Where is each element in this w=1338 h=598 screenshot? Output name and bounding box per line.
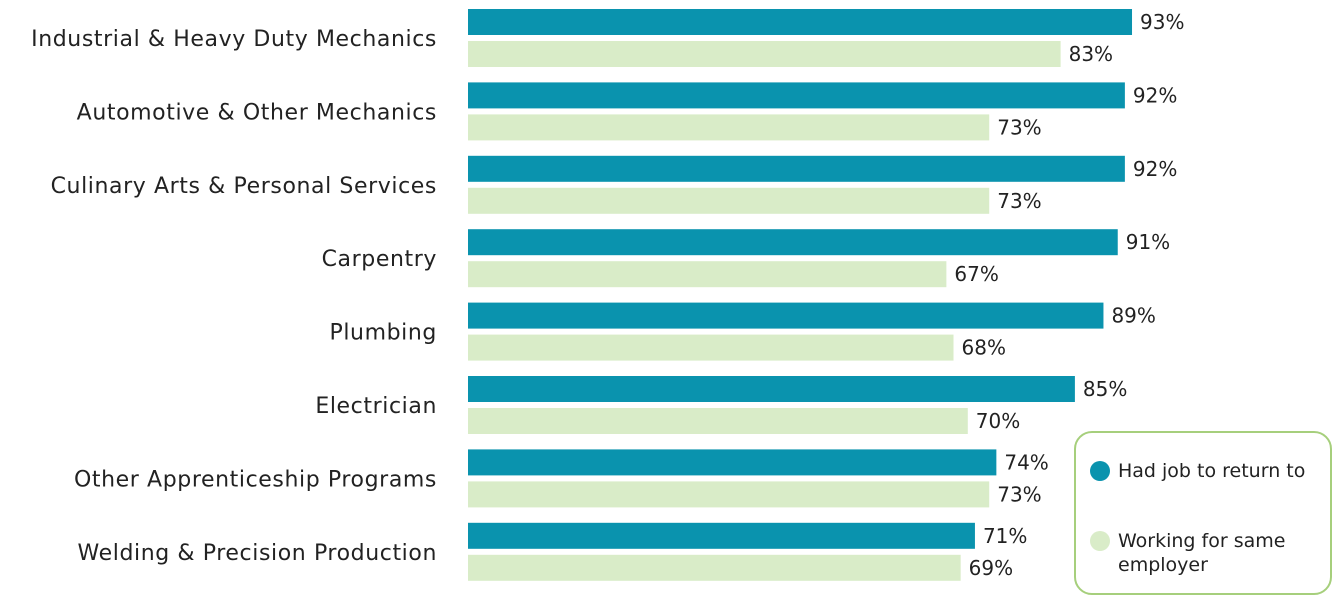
value-label-working-for-same-employer-automotive-and-other-mechanics: 73%: [997, 115, 1041, 139]
category-label-automotive-and-other-mechanics: Automotive & Other Mechanics: [77, 100, 437, 125]
category-label-plumbing: Plumbing: [329, 321, 437, 346]
bar-working-for-same-employer-plumbing: [468, 334, 954, 361]
bar-working-for-same-employer-industrial-and-heavy-duty-mechanics: [468, 41, 1061, 67]
bar-had-job-to-return-to-electrician: [468, 376, 1075, 402]
value-label-had-job-to-return-to-automotive-and-other-mechanics: 92%: [1133, 83, 1177, 107]
bar-had-job-to-return-to-culinary-arts-and-personal-services: [468, 155, 1125, 182]
value-label-had-job-to-return-to-carpentry: 91%: [1126, 230, 1170, 254]
bar-had-job-to-return-to-industrial-and-heavy-duty-mechanics: [468, 9, 1133, 35]
value-label-working-for-same-employer-electrician: 70%: [976, 409, 1020, 433]
value-label-had-job-to-return-to-culinary-arts-and-personal-services: 92%: [1133, 157, 1177, 181]
value-label-working-for-same-employer-plumbing: 68%: [962, 336, 1006, 360]
category-label-culinary-arts-and-personal-services: Culinary Arts & Personal Services: [51, 174, 437, 199]
bar-had-job-to-return-to-welding-and-precision-production: [468, 522, 975, 549]
bar-working-for-same-employer-other-apprenticeship-programs: [468, 481, 990, 508]
legend-label-had-job: Had job to return to: [1118, 460, 1306, 482]
value-label-had-job-to-return-to-industrial-and-heavy-duty-mechanics: 93%: [1140, 10, 1184, 34]
value-label-working-for-same-employer-culinary-arts-and-personal-services: 73%: [997, 189, 1041, 213]
bar-working-for-same-employer-electrician: [468, 408, 968, 434]
bar-working-for-same-employer-automotive-and-other-mechanics: [468, 114, 990, 141]
value-label-had-job-to-return-to-welding-and-precision-production: 71%: [983, 524, 1027, 548]
category-label-electrician: Electrician: [315, 394, 437, 419]
bar-working-for-same-employer-welding-and-precision-production: [468, 554, 961, 581]
value-label-had-job-to-return-to-electrician: 85%: [1083, 377, 1127, 401]
value-label-working-for-same-employer-welding-and-precision-production: 69%: [969, 556, 1013, 580]
category-label-carpentry: Carpentry: [322, 247, 437, 272]
value-label-had-job-to-return-to-plumbing: 89%: [1111, 304, 1155, 328]
value-label-had-job-to-return-to-other-apprenticeship-programs: 74%: [1004, 450, 1048, 474]
legend-label-same-employer: Working for same employer: [1118, 530, 1286, 576]
legend: Had job to return to Working for same em…: [1074, 431, 1332, 595]
category-label-other-apprenticeship-programs: Other Apprenticeship Programs: [74, 467, 437, 492]
legend-item-had-job: Had job to return to: [1090, 459, 1318, 483]
legend-item-same-employer: Working for same employer: [1090, 529, 1318, 577]
legend-swatch-same-employer: [1090, 531, 1110, 551]
category-label-welding-and-precision-production: Welding & Precision Production: [78, 541, 437, 566]
bar-had-job-to-return-to-automotive-and-other-mechanics: [468, 82, 1125, 109]
bar-working-for-same-employer-carpentry: [468, 261, 947, 288]
value-label-working-for-same-employer-other-apprenticeship-programs: 73%: [997, 482, 1041, 506]
category-label-industrial-and-heavy-duty-mechanics: Industrial & Heavy Duty Mechanics: [31, 27, 437, 52]
bar-had-job-to-return-to-other-apprenticeship-programs: [468, 449, 997, 476]
bar-had-job-to-return-to-carpentry: [468, 229, 1118, 256]
value-label-working-for-same-employer-industrial-and-heavy-duty-mechanics: 83%: [1069, 42, 1113, 66]
value-label-working-for-same-employer-carpentry: 67%: [954, 262, 998, 286]
bar-working-for-same-employer-culinary-arts-and-personal-services: [468, 187, 990, 214]
legend-swatch-had-job: [1090, 461, 1110, 481]
bar-had-job-to-return-to-plumbing: [468, 302, 1104, 329]
